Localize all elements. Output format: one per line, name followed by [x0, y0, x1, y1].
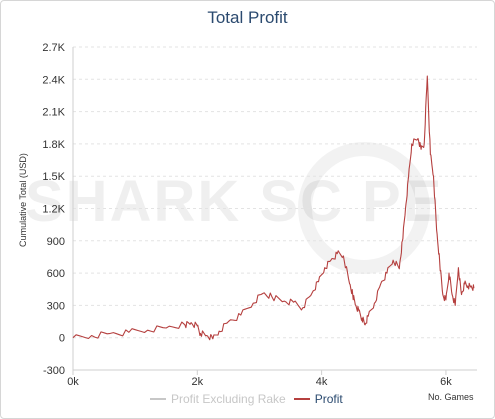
- legend-label: Profit Excluding Rake: [171, 392, 286, 406]
- legend-swatch: [150, 398, 166, 400]
- x-tick-label: 2k: [191, 376, 203, 388]
- legend: Profit Excluding Rake Profit: [150, 392, 351, 406]
- x-tick-label: 0k: [67, 376, 79, 388]
- y-tick-label: 0: [59, 333, 65, 345]
- series-line-profit: [72, 75, 475, 341]
- y-tick-label: -300: [43, 365, 65, 377]
- legend-item-profit[interactable]: Profit: [293, 392, 343, 406]
- chart-title: Total Profit: [207, 8, 288, 27]
- y-tick-label: 2.7K: [42, 42, 65, 54]
- y-tick-label: 2.1K: [42, 107, 65, 119]
- y-tick-label: 300: [47, 300, 65, 312]
- legend-swatch: [293, 398, 310, 400]
- x-tick-label: 4k: [316, 376, 328, 388]
- y-tick-label: 600: [47, 268, 65, 280]
- legend-item-profit-excluding-rake[interactable]: Profit Excluding Rake: [150, 392, 286, 406]
- x-axis-label: No. Games: [428, 392, 474, 402]
- y-tick-label: 1.2K: [42, 204, 65, 216]
- y-tick-label: 1.5K: [42, 171, 65, 183]
- y-tick-label: 900: [47, 236, 65, 248]
- y-tick-label: 2.4K: [42, 74, 65, 86]
- y-tick-label: 1.8K: [42, 139, 65, 151]
- x-tick-label: 6k: [440, 376, 452, 388]
- legend-label: Profit: [314, 392, 343, 406]
